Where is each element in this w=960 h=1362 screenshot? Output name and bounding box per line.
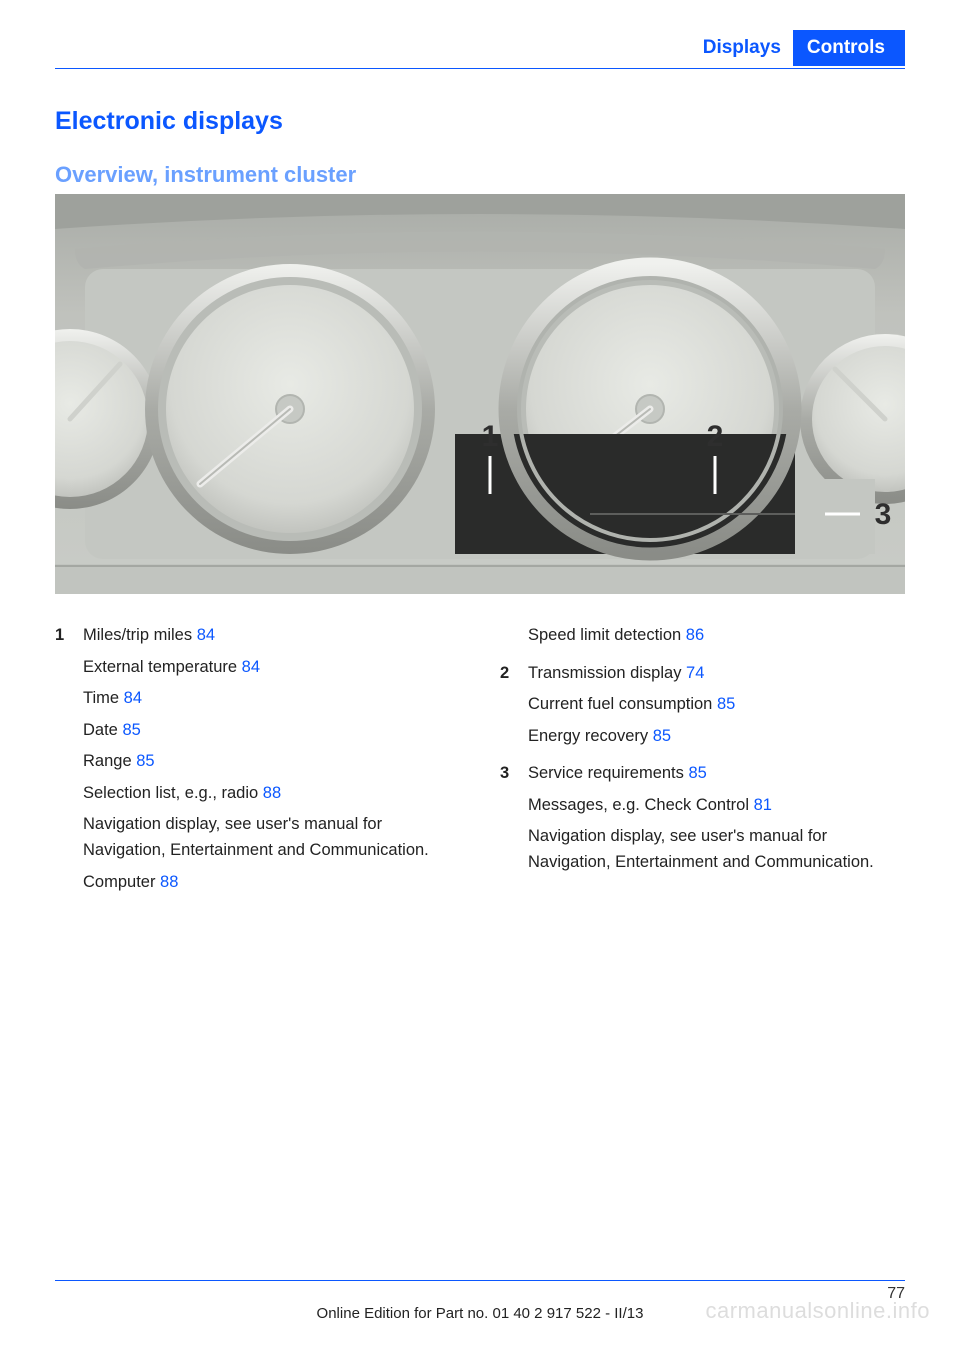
legend-text: Service requirements: [528, 764, 684, 782]
page-ref[interactable]: 88: [155, 873, 178, 891]
legend-text: Date: [83, 721, 118, 739]
legend-text: Transmission display: [528, 664, 681, 682]
heading-2: Overview, instrument cluster: [55, 162, 905, 188]
legend-number: 3: [500, 761, 528, 787]
legend-item-3: 3 Service requirements 85 Messages, e.g.…: [500, 761, 905, 881]
legend-item-1: 1 Miles/trip miles 84 External temperatu…: [55, 623, 460, 901]
page-ref[interactable]: 84: [237, 658, 260, 676]
page-ref[interactable]: 85: [648, 727, 671, 745]
figure-label-1: 1: [482, 420, 499, 453]
legend-text: Messages, e.g. Check Control: [528, 796, 749, 814]
legend-text: Time: [83, 689, 119, 707]
page-ref[interactable]: 81: [749, 796, 772, 814]
legend-text: External temperature: [83, 658, 237, 676]
legend-number: 1: [55, 623, 83, 649]
page-ref[interactable]: 84: [192, 626, 215, 644]
legend-item-1-cont: Speed limit detection 86: [500, 623, 905, 655]
legend-text: Computer: [83, 873, 155, 891]
page-ref[interactable]: 88: [258, 784, 281, 802]
legend-text: Speed limit detection: [528, 626, 681, 644]
legend-item-2: 2 Transmission display 74 Current fuel c…: [500, 661, 905, 756]
watermark: carmanualsonline.info: [705, 1298, 930, 1324]
legend-columns: 1 Miles/trip miles 84 External temperatu…: [55, 623, 905, 907]
legend-text: Navigation display, see user's manual fo…: [83, 815, 429, 859]
page-ref[interactable]: 86: [681, 626, 704, 644]
figure-label-3: 3: [875, 498, 892, 531]
header-section: Displays: [691, 30, 793, 66]
heading-1: Electronic displays: [55, 107, 905, 136]
legend-text: Navigation display, see user's manual fo…: [528, 827, 874, 871]
page-header: Displays Controls: [55, 30, 905, 66]
legend-number: 2: [500, 661, 528, 687]
legend-text: Current fuel consumption: [528, 695, 712, 713]
legend-text: Energy recovery: [528, 727, 648, 745]
page-ref[interactable]: 85: [712, 695, 735, 713]
footer-rule: [55, 1280, 905, 1281]
legend-text: Miles/trip miles: [83, 626, 192, 644]
header-chapter: Controls: [793, 30, 905, 66]
page-ref[interactable]: 74: [681, 664, 704, 682]
legend-column-left: 1 Miles/trip miles 84 External temperatu…: [55, 623, 460, 907]
legend-text: Selection list, e.g., radio: [83, 784, 258, 802]
figure-label-2: 2: [707, 420, 724, 453]
page-ref[interactable]: 85: [684, 764, 707, 782]
page-ref[interactable]: 85: [132, 752, 155, 770]
instrument-cluster-figure: 1 2 3: [55, 194, 905, 594]
page-ref[interactable]: 84: [119, 689, 142, 707]
legend-text: Range: [83, 752, 132, 770]
page-ref[interactable]: 85: [118, 721, 141, 739]
legend-column-right: Speed limit detection 86 2 Transmission …: [500, 623, 905, 907]
header-rule: [55, 68, 905, 69]
